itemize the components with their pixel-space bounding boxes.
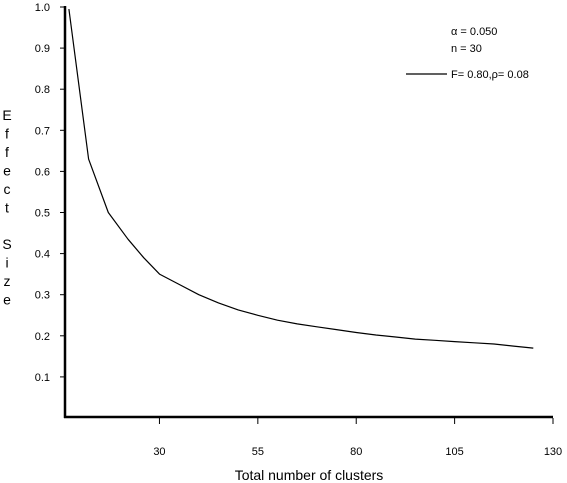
y-tick-label: 0.6	[35, 166, 50, 178]
y-tick-label: 0.4	[35, 249, 50, 261]
x-tick-label: 105	[445, 446, 463, 458]
y-tick-label: 0.1	[35, 372, 50, 384]
annotation-group: α = 0.050 n = 30	[451, 26, 497, 55]
y-tick-label: 1.0	[35, 2, 50, 14]
y-axis-title-letter: S	[2, 236, 11, 252]
y-tick-label: 0.2	[35, 331, 50, 343]
series-line	[68, 9, 534, 349]
plot-area: 0.1 0.2 0.3 0.4 0.5 0.6 0.7 0.8 0.9 1.0 30 55 80 105…	[35, 2, 562, 458]
y-axis-title-letter: t	[5, 200, 9, 216]
x-tick-label: 55	[252, 446, 264, 458]
y-tick-label: 0.8	[35, 84, 50, 96]
alpha-annotation: α = 0.050	[451, 26, 497, 38]
x-tick-group: 30 55 80 105 130	[153, 418, 562, 458]
n-annotation: n = 30	[451, 43, 482, 55]
y-axis-title-letter: f	[5, 144, 9, 160]
y-axis-title-letter: e	[3, 292, 11, 308]
y-axis-title-letter: i	[5, 255, 8, 271]
legend-series-label: F= 0.80,ρ= 0.08	[451, 69, 529, 81]
x-tick-label: 30	[153, 446, 165, 458]
y-axis-title-letter: f	[5, 126, 9, 142]
y-axis-title-letter: e	[3, 163, 11, 179]
y-tick-label: 0.5	[35, 208, 50, 220]
y-axis-title-letter: c	[4, 181, 11, 197]
x-axis-title: Total number of clusters	[235, 467, 384, 483]
x-tick-label: 130	[544, 446, 562, 458]
x-tick-label: 80	[350, 446, 362, 458]
y-tick-group: 0.1 0.2 0.3 0.4 0.5 0.6 0.7 0.8 0.9 1.0	[35, 2, 65, 384]
y-axis-title-letter: E	[2, 107, 11, 123]
y-axis-title-letter: z	[4, 273, 11, 289]
y-tick-label: 0.3	[35, 290, 50, 302]
y-tick-label: 0.9	[35, 43, 50, 55]
y-tick-label: 0.7	[35, 125, 50, 137]
legend: F= 0.80,ρ= 0.08	[406, 69, 529, 81]
series-layer	[68, 9, 534, 349]
